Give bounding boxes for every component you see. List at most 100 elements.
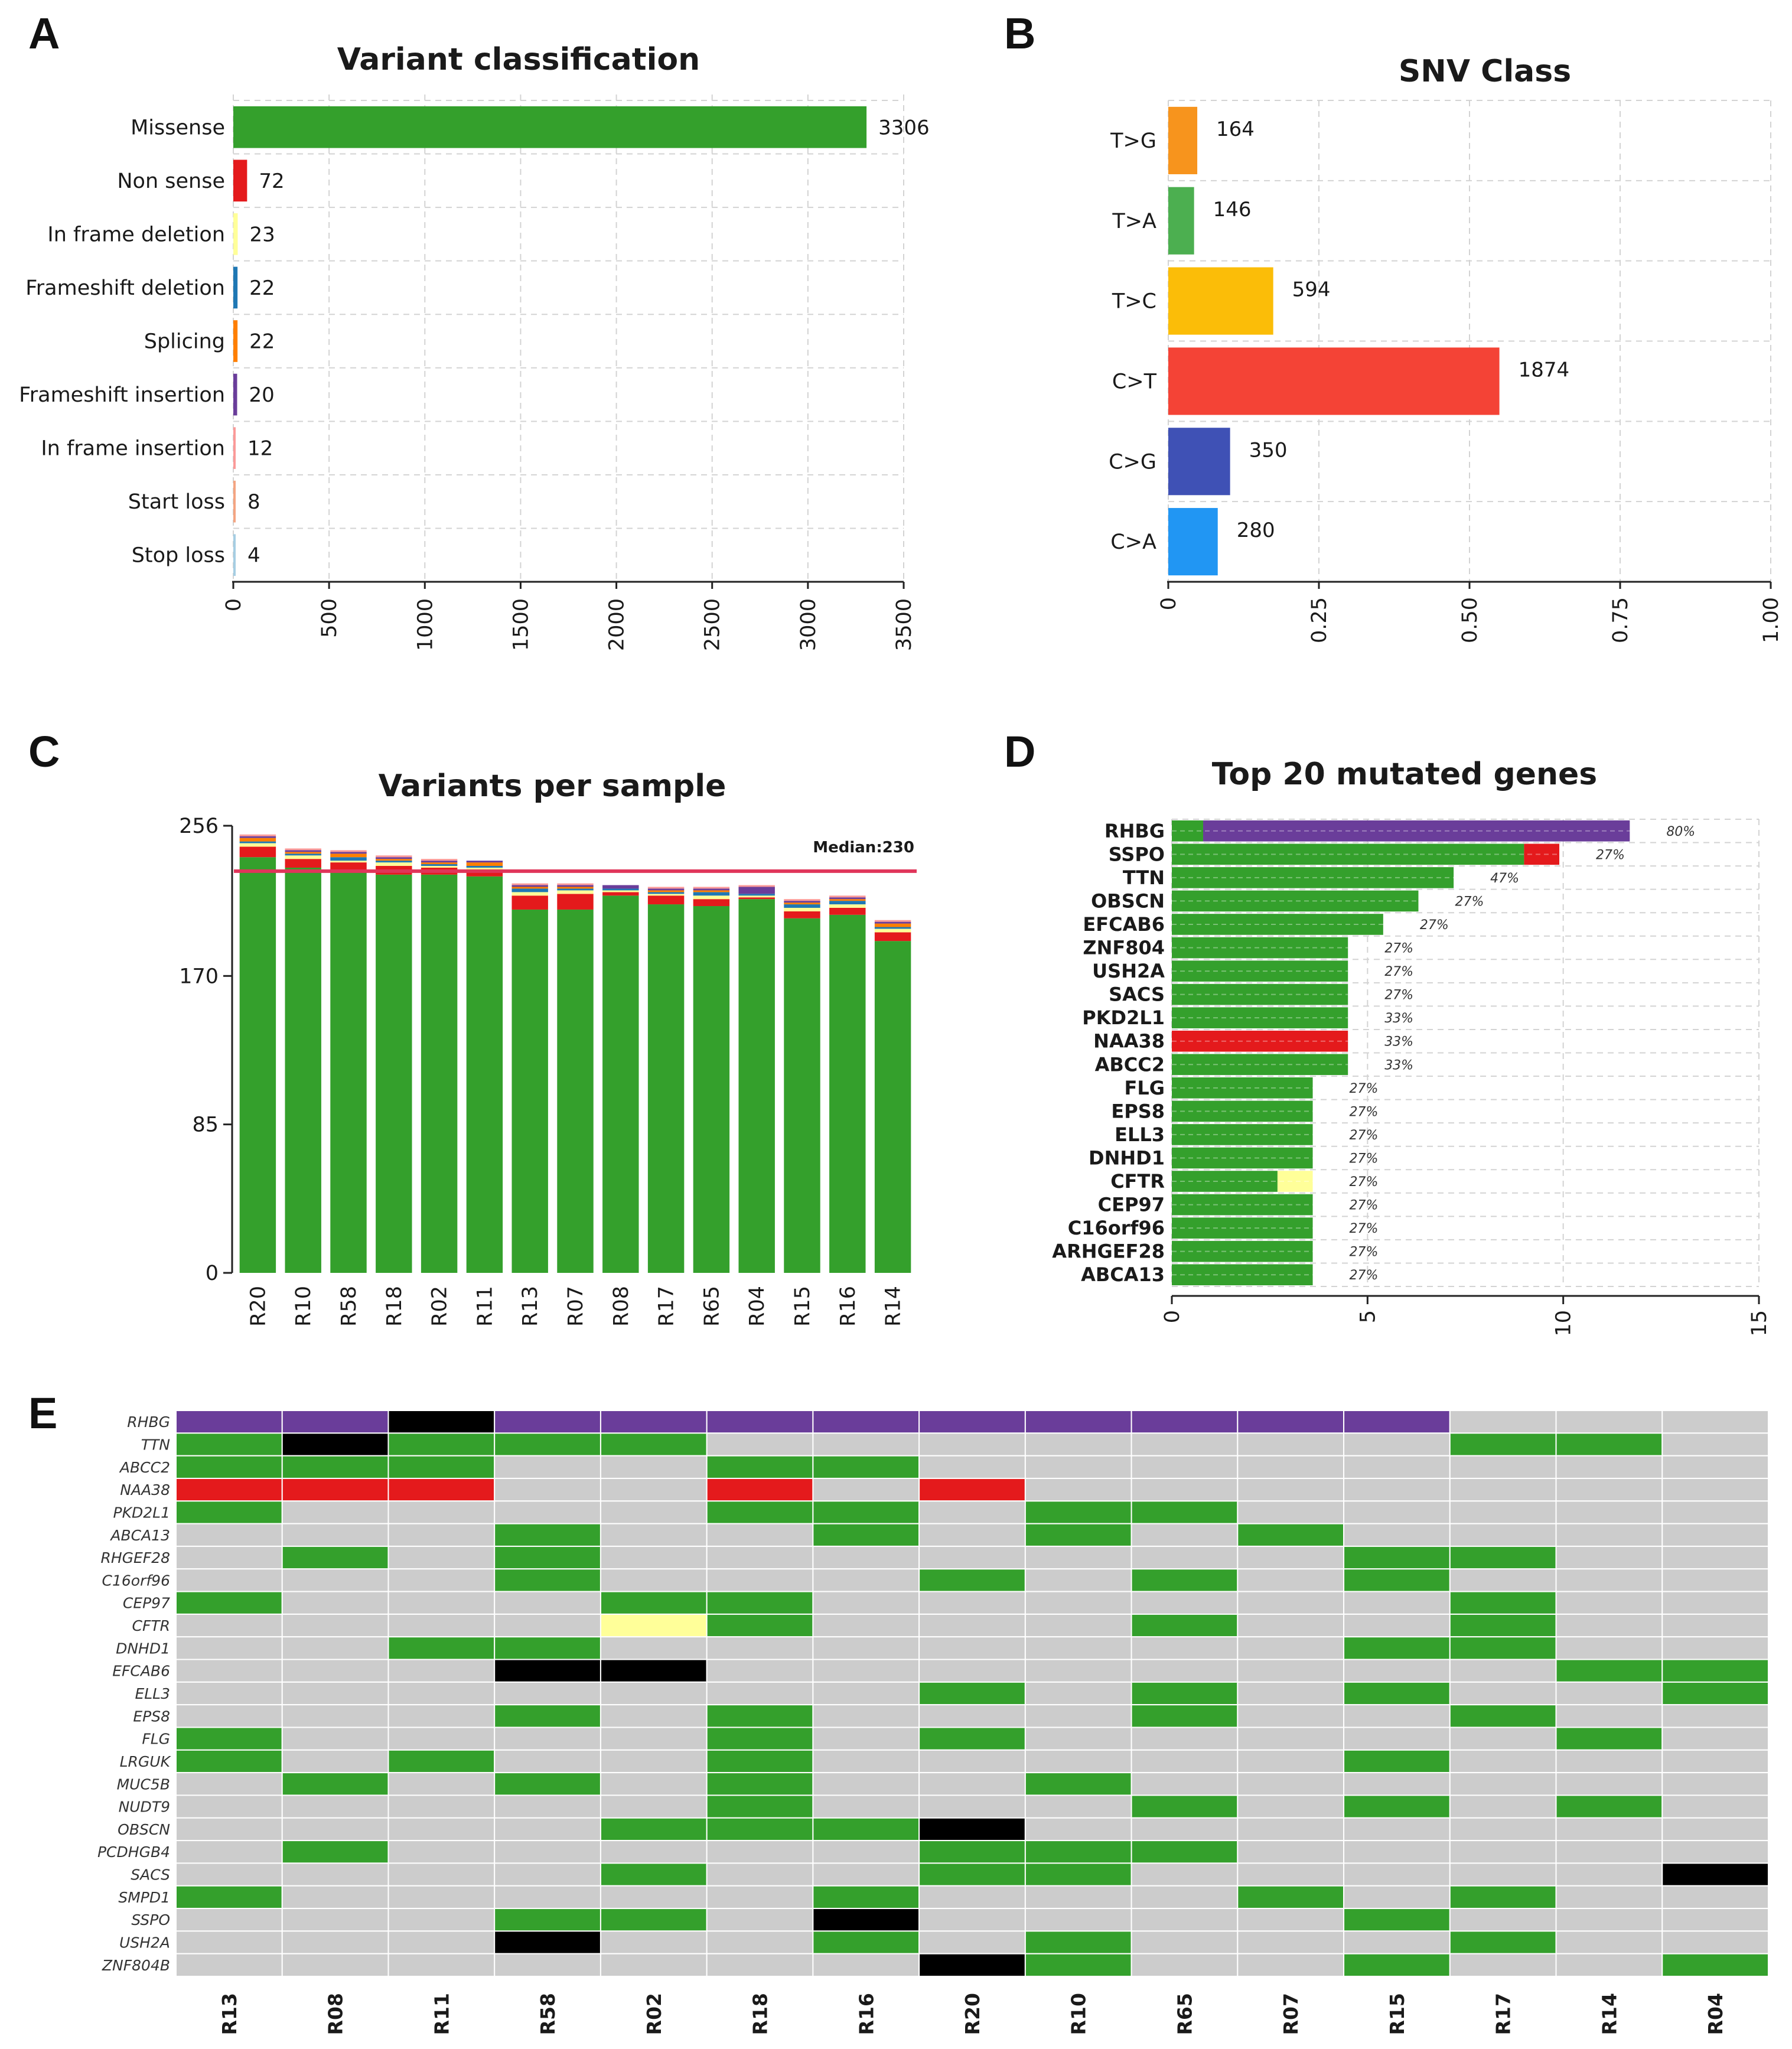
bar-segment-r58-in-frame-deletion bbox=[330, 861, 367, 863]
bar-segment-rhbg-frameshift-insertion bbox=[1203, 820, 1630, 842]
bar-segment-r13-frameshift-insertion bbox=[511, 885, 548, 887]
cell-smpd1-r04 bbox=[1661, 1885, 1769, 1910]
cell-cep97-r17 bbox=[1449, 1591, 1557, 1615]
cell-muc5b-r11 bbox=[387, 1772, 496, 1796]
cell-nudt9-r18 bbox=[706, 1794, 814, 1819]
bar-segment-r58-non-sense bbox=[330, 862, 367, 871]
cell-obscn-r20 bbox=[918, 1817, 1026, 1842]
cell-smpd1-r18 bbox=[706, 1885, 814, 1910]
bar-segment-r17-in-frame-deletion bbox=[647, 894, 685, 896]
chart-b-title: SNV Class bbox=[1399, 54, 1571, 89]
bar-segment-r18-frameshift-insertion bbox=[376, 857, 412, 859]
cell-lrguk-r02 bbox=[599, 1749, 708, 1774]
bar-segment-pkd2l1-missense bbox=[1172, 1007, 1348, 1028]
cell-efcab6-r11 bbox=[387, 1659, 496, 1683]
cell-dnhd1-r02 bbox=[599, 1636, 708, 1660]
cell-smpd1-r14 bbox=[1555, 1885, 1663, 1910]
gene-label: ABCC2 bbox=[119, 1459, 170, 1476]
cell-pkd2l1-r04 bbox=[1661, 1500, 1769, 1524]
bar-segment-r16-in-frame-deletion bbox=[829, 904, 866, 908]
cell-rhbg-r15 bbox=[1343, 1410, 1451, 1434]
value-label: 594 bbox=[1292, 278, 1331, 302]
cell-eps8-r08 bbox=[281, 1704, 389, 1728]
cell-naa38-r15 bbox=[1343, 1477, 1451, 1502]
sample-label: R20 bbox=[961, 1993, 984, 2035]
bar-segment-rhbg-missense bbox=[1172, 820, 1204, 842]
cell-ush2a-r58 bbox=[494, 1930, 601, 1954]
cell-cftr-r16 bbox=[812, 1613, 920, 1638]
cell-pcdhgb4-r11 bbox=[387, 1840, 496, 1864]
cell-naa38-r58 bbox=[494, 1477, 601, 1502]
x-tick-label: R02 bbox=[428, 1286, 452, 1327]
cell-nudt9-r07 bbox=[1237, 1794, 1345, 1819]
bar-segment-r20-in-frame-insertion bbox=[239, 834, 276, 836]
cell-cep97-r08 bbox=[281, 1591, 389, 1615]
sample-label: R65 bbox=[1173, 1993, 1196, 2035]
cell-pkd2l1-r16 bbox=[812, 1500, 920, 1524]
cell-rhgef28-r65 bbox=[1130, 1545, 1239, 1570]
cell-ell3-r10 bbox=[1024, 1681, 1132, 1706]
gene-label: ABCA13 bbox=[109, 1527, 170, 1544]
bar-segment-abca13-missense bbox=[1172, 1264, 1313, 1286]
cell-naa38-r13 bbox=[175, 1477, 283, 1502]
bar-segment-r02-splicing bbox=[421, 862, 458, 865]
category-label: Frameshift insertion bbox=[19, 383, 225, 407]
cell-nudt9-r65 bbox=[1130, 1794, 1239, 1819]
cell-cep97-r65 bbox=[1130, 1591, 1239, 1615]
bar-frameshift-insertion bbox=[233, 373, 237, 416]
cell-sacs-r20 bbox=[918, 1862, 1026, 1887]
percent-label: 33% bbox=[1384, 1011, 1413, 1026]
value-label: 23 bbox=[249, 223, 275, 246]
bar-segment-r02-missense bbox=[421, 874, 458, 1273]
value-label: 8 bbox=[247, 490, 260, 514]
cell-rhgef28-r11 bbox=[387, 1545, 496, 1570]
cell-rhgef28-r04 bbox=[1661, 1545, 1769, 1570]
cell-obscn-r11 bbox=[387, 1817, 496, 1842]
gene-label: CEP97 bbox=[123, 1595, 170, 1612]
bar-segment-cftr-missense bbox=[1172, 1171, 1278, 1192]
cell-efcab6-r20 bbox=[918, 1659, 1026, 1683]
chart-variants-per-sample: 0 85 170 256 R20 R10 R58 R18 R02 R11 R13 R07 R08 R17 R… bbox=[179, 815, 917, 1327]
percent-label: 27% bbox=[1596, 848, 1625, 862]
cell-ush2a-r20 bbox=[918, 1930, 1026, 1954]
cell-nudt9-r02 bbox=[599, 1794, 708, 1819]
category-label: C>T bbox=[1112, 370, 1157, 393]
cell-ush2a-r18 bbox=[706, 1930, 814, 1954]
cell-efcab6-r18 bbox=[706, 1659, 814, 1683]
gene-label: TTN bbox=[141, 1436, 171, 1453]
y-tick-label: 170 bbox=[179, 965, 219, 988]
bar-segment-r02-frameshift-deletion bbox=[421, 864, 458, 866]
cell-abca13-r14 bbox=[1555, 1523, 1663, 1547]
bar-segment-r10-frameshift-insertion bbox=[285, 850, 321, 852]
cell-flg-r58 bbox=[494, 1726, 601, 1751]
bar-segment-r13-in-frame-deletion bbox=[511, 892, 548, 896]
panel-letter-d: D bbox=[1004, 727, 1035, 776]
value-label: 4 bbox=[247, 544, 260, 568]
gene-label: SACS bbox=[131, 1866, 170, 1884]
bar-splicing bbox=[233, 320, 238, 362]
cell-abca13-r11 bbox=[387, 1523, 496, 1547]
bar-segment-arhgef28-missense bbox=[1172, 1240, 1313, 1262]
cell-ush2a-r16 bbox=[812, 1930, 920, 1954]
cell-cep97-r15 bbox=[1343, 1591, 1451, 1615]
bar-segment-r14-missense bbox=[874, 941, 911, 1273]
bar-segment-r08-in-frame-deletion bbox=[602, 890, 639, 892]
cell-ell3-r58 bbox=[494, 1681, 601, 1706]
cell-znf804b-r65 bbox=[1130, 1953, 1239, 1977]
cell-abcc2-r58 bbox=[494, 1455, 601, 1479]
cell-znf804b-r17 bbox=[1449, 1953, 1557, 1977]
cell-pcdhgb4-r58 bbox=[494, 1840, 601, 1864]
cell-obscn-r65 bbox=[1130, 1817, 1239, 1842]
x-tick-label: 2000 bbox=[605, 598, 629, 651]
cell-obscn-r10 bbox=[1024, 1817, 1132, 1842]
cell-abcc2-r04 bbox=[1661, 1455, 1769, 1479]
cell-rhbg-r14 bbox=[1555, 1410, 1663, 1434]
cell-ell3-r15 bbox=[1343, 1681, 1451, 1706]
cell-efcab6-r07 bbox=[1237, 1659, 1345, 1683]
gene-label: EFCAB6 bbox=[112, 1663, 170, 1680]
cell-rhbg-r58 bbox=[494, 1410, 601, 1434]
percent-label: 27% bbox=[1350, 1175, 1379, 1190]
bar-segment-sacs-missense bbox=[1172, 983, 1348, 1005]
cell-sspo-r02 bbox=[599, 1908, 708, 1932]
cell-cep97-r14 bbox=[1555, 1591, 1663, 1615]
